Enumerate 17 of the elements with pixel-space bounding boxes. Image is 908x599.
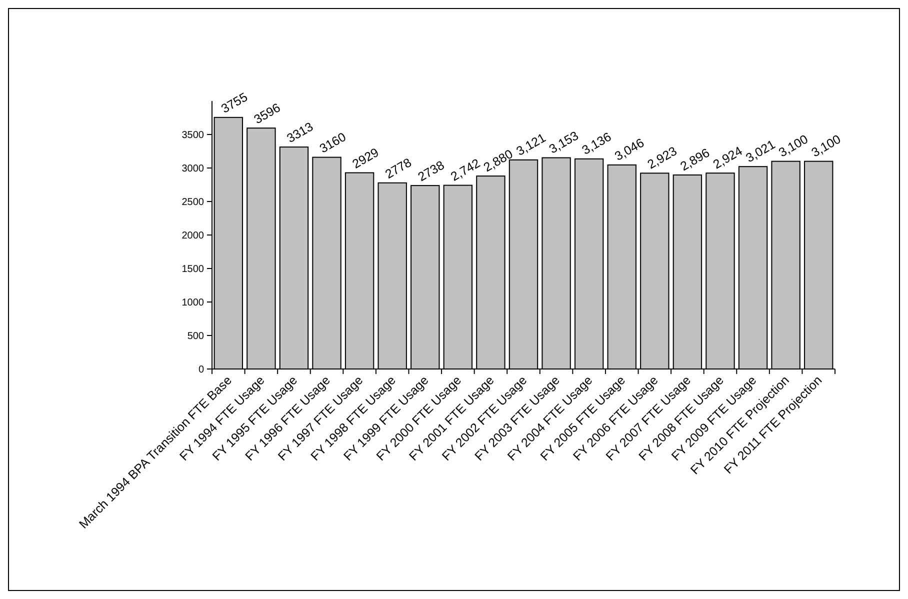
- data-label: 3160: [317, 130, 348, 156]
- data-label: 2929: [350, 145, 382, 172]
- y-tick-label: 1500: [182, 264, 204, 275]
- data-label: 2778: [382, 155, 414, 182]
- y-tick-label: 3500: [182, 130, 204, 141]
- data-label: 3755: [218, 90, 250, 116]
- y-tick-label: 0: [198, 364, 204, 376]
- y-tick-label: 500: [187, 331, 204, 342]
- data-label: 2738: [416, 158, 447, 184]
- y-tick-label: 1000: [182, 298, 204, 308]
- data-label: 3,021: [744, 137, 778, 166]
- y-tick-label: 2000: [182, 230, 204, 242]
- data-label: 3313: [284, 120, 316, 146]
- y-tick-label: 2500: [182, 197, 204, 208]
- data-label: 3,121: [514, 130, 548, 158]
- y-tick-label: 3000: [182, 164, 204, 174]
- data-label: 3596: [252, 100, 283, 127]
